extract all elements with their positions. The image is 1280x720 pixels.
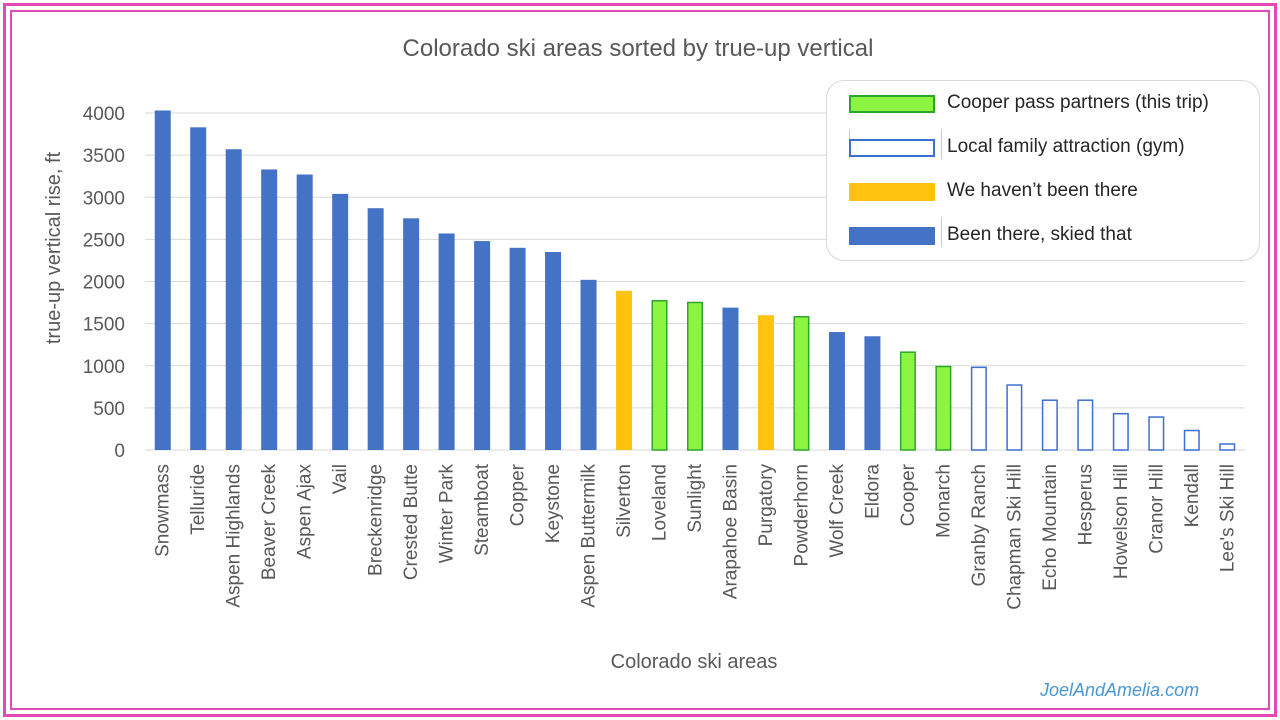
x-tick-label: Lee's Ski Hill xyxy=(1217,464,1238,572)
bars xyxy=(154,110,1236,451)
x-tick-label: Steamboat xyxy=(472,463,493,556)
x-tick-label: Telluride xyxy=(188,464,209,535)
x-tick-label: Keystone xyxy=(543,464,564,543)
bar-eldora xyxy=(864,336,881,450)
legend-label-cooper: Cooper pass partners (this trip) xyxy=(947,92,1209,113)
x-tick-label: Arapahoe Basin xyxy=(720,464,741,599)
x-tick-label: Monarch xyxy=(933,464,954,538)
x-tick-label: Breckenridge xyxy=(366,464,387,576)
bar-beaver-creek xyxy=(261,169,278,450)
bar-telluride xyxy=(190,127,207,450)
category-labels: Snowmass Telluride Aspen Highlands Beaver C… xyxy=(153,463,1239,609)
bar-snowmass xyxy=(154,110,171,450)
bar-aspen-highlands xyxy=(225,149,242,451)
x-tick-label: Cooper xyxy=(898,463,919,526)
bar-howelson-hill xyxy=(1112,412,1129,451)
bar-cranor-hill xyxy=(1148,416,1165,451)
x-tick-label: Hesperus xyxy=(1075,464,1096,545)
x-axis-title: Colorado ski areas xyxy=(611,651,778,673)
legend-label-local: Local family attraction (gym) xyxy=(947,136,1185,157)
x-tick-label: Aspen Buttermilk xyxy=(579,464,600,608)
outer-frame xyxy=(3,3,1277,717)
bar-wolf-creek xyxy=(828,332,845,450)
x-tick-label: Cranor Hill xyxy=(1146,464,1167,554)
legend: Cooper pass partners (this trip) Local f… xyxy=(826,80,1260,261)
x-tick-label: Vail xyxy=(330,464,351,494)
bar-granby-ranch xyxy=(970,366,987,451)
x-tick-label: Copper xyxy=(508,463,529,526)
y-axis-title: true-up vertical rise, ft xyxy=(43,151,65,344)
bar-arapahoe-basin xyxy=(722,307,739,450)
x-tick-label: Granby Ranch xyxy=(969,464,990,587)
bar-cooper xyxy=(899,351,916,451)
x-tick-label: Snowmass xyxy=(153,464,174,557)
bar-silverton xyxy=(616,290,633,450)
bar-purgatory xyxy=(757,315,774,450)
bar-vail xyxy=(332,193,349,450)
legend-item-been: Been there, skied that xyxy=(827,217,1261,251)
x-tick-label: Aspen Highlands xyxy=(224,464,245,608)
x-tick-label: Eldora xyxy=(862,464,883,519)
legend-item-not-been: We haven’t been there xyxy=(827,177,1261,207)
x-tick-label: Howelson Hill xyxy=(1111,464,1132,579)
bar-aspen-ajax xyxy=(296,174,313,450)
y-tick-label: 2000 xyxy=(83,273,125,294)
y-tick-label: 4000 xyxy=(83,104,125,125)
y-tick-label: 1000 xyxy=(83,357,125,378)
bar-sunlight xyxy=(687,301,703,451)
bar-breckenridge xyxy=(367,208,384,450)
bar-chapman-ski-hill xyxy=(1006,384,1023,451)
bar-loveland xyxy=(651,300,668,451)
x-tick-label: Chapman Ski Hill xyxy=(1004,464,1025,610)
inner-frame xyxy=(10,10,1270,710)
legend-swatch-not-been xyxy=(849,183,935,201)
chart-title: Colorado ski areas sorted by true-up ver… xyxy=(403,35,874,62)
bar-kendall xyxy=(1183,429,1200,451)
bar-steamboat xyxy=(474,241,491,450)
legend-label-been: Been there, skied that xyxy=(947,224,1132,245)
x-tick-label: Aspen Ajax xyxy=(295,464,316,560)
y-tick-label: 500 xyxy=(93,399,125,420)
legend-swatch-cooper xyxy=(849,95,935,113)
x-tick-label: Echo Mountain xyxy=(1040,464,1061,591)
bar-hesperus xyxy=(1077,399,1094,451)
legend-swatch-been xyxy=(849,227,935,245)
y-tick-label: 0 xyxy=(114,441,125,462)
legend-item-cooper: Cooper pass partners (this trip) xyxy=(827,89,1261,119)
bar-copper xyxy=(509,247,526,450)
y-tick-label: 3000 xyxy=(83,188,125,209)
y-tick-label: 3500 xyxy=(83,146,125,167)
x-tick-label: Sunlight xyxy=(685,463,706,532)
bar-powderhorn xyxy=(793,316,810,451)
legend-swatch-local xyxy=(849,139,935,157)
y-axis-ticks: 0 500 1000 1500 2000 2500 3000 3500 4000 xyxy=(83,104,125,462)
y-tick-label: 2500 xyxy=(83,230,125,251)
bar-crested-butte xyxy=(403,218,420,450)
x-tick-label: Winter Park xyxy=(437,464,458,564)
x-tick-label: Purgatory xyxy=(756,464,777,547)
x-tick-label: Powderhorn xyxy=(791,464,812,566)
legend-item-local: Local family attraction (gym) xyxy=(827,129,1261,163)
bar-winter-park xyxy=(438,233,455,450)
bar-echo-mountain xyxy=(1041,399,1058,451)
bar-keystone xyxy=(545,252,562,450)
x-tick-label: Wolf Creek xyxy=(827,464,848,558)
x-tick-label: Kendall xyxy=(1182,464,1203,527)
bar-aspen-buttermilk xyxy=(580,279,597,450)
watermark: JoelAndAmelia.com xyxy=(1040,680,1200,700)
bar-monarch xyxy=(935,365,952,451)
legend-label-not-been: We haven’t been there xyxy=(947,180,1138,201)
x-tick-label: Beaver Creek xyxy=(259,464,280,581)
y-tick-label: 1500 xyxy=(83,315,125,336)
bar-lee-s-ski-hill xyxy=(1219,443,1236,451)
x-tick-label: Silverton xyxy=(614,464,635,538)
x-tick-label: Crested Butte xyxy=(401,464,422,580)
x-tick-label: Loveland xyxy=(650,464,671,541)
